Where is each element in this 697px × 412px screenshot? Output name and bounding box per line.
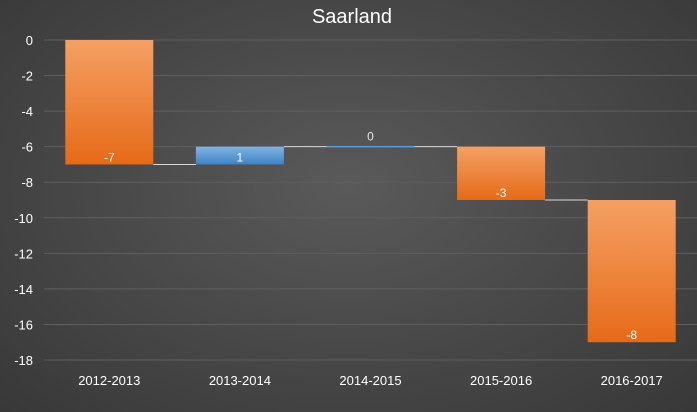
y-tick-label: -18 [14,353,33,368]
x-category-label: 2014-2015 [339,373,401,388]
y-tick-label: -8 [21,175,33,190]
y-tick-label: -2 [21,69,33,84]
x-category-label: 2013-2014 [209,373,271,388]
data-label: 1 [237,150,244,164]
bar-2014-2015 [326,145,415,148]
y-tick-label: -10 [14,211,33,226]
data-label: -3 [496,186,507,200]
y-tick-label: -12 [14,246,33,261]
bar-2016-2017 [587,200,676,343]
data-label: -7 [104,150,115,164]
connector-lines [153,146,588,201]
bar-2015-2016 [457,146,546,200]
data-labels: -7 1 0 -3 -8 [104,130,637,343]
data-label: -8 [626,328,637,342]
bar-2013-2014 [195,146,284,165]
y-tick-label: -14 [14,282,33,297]
bars [65,40,676,343]
chart-title: Saarland [312,6,392,28]
data-label: 0 [367,130,374,144]
x-axis-labels: 2012-2013 2013-2014 2014-2015 2015-2016 2016… [78,373,663,388]
x-category-label: 2015-2016 [470,373,532,388]
bar-2012-2013 [65,40,154,165]
y-tick-label: -4 [21,104,33,119]
y-tick-label: -16 [14,317,33,332]
x-category-label: 2016-2017 [601,373,663,388]
x-category-label: 2012-2013 [78,373,140,388]
y-tick-label: -6 [21,140,33,155]
y-tick-label: 0 [26,33,33,48]
y-axis-ticks: 0 -2 -4 -6 -8 -10 -12 -14 -16 -18 [14,33,33,368]
